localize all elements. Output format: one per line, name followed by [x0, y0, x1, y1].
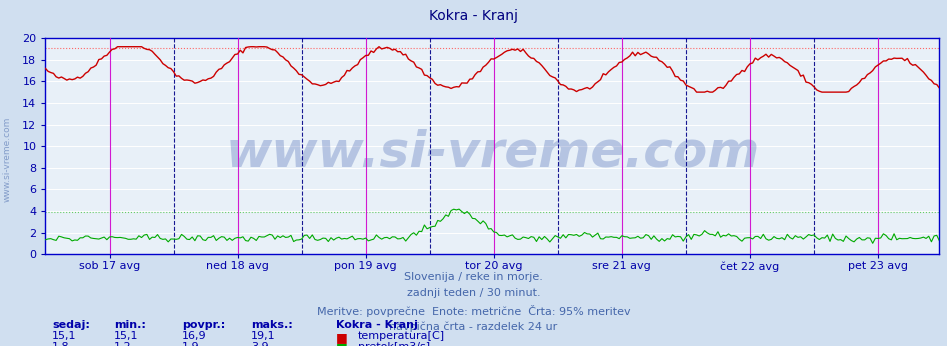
Text: 3,9: 3,9 [251, 342, 269, 346]
Text: 15,1: 15,1 [114, 331, 138, 342]
Text: www.si-vreme.com: www.si-vreme.com [2, 117, 11, 202]
Text: navpična črta - razdelek 24 ur: navpična črta - razdelek 24 ur [389, 321, 558, 332]
Text: www.si-vreme.com: www.si-vreme.com [225, 129, 759, 177]
Text: ■: ■ [336, 342, 348, 346]
Text: 19,1: 19,1 [251, 331, 276, 342]
Text: 1,9: 1,9 [182, 342, 200, 346]
Text: 1,2: 1,2 [114, 342, 132, 346]
Text: zadnji teden / 30 minut.: zadnji teden / 30 minut. [406, 288, 541, 298]
Text: ■: ■ [336, 331, 348, 345]
Text: 1,8: 1,8 [52, 342, 70, 346]
Text: maks.:: maks.: [251, 320, 293, 330]
Text: sedaj:: sedaj: [52, 320, 90, 330]
Text: pretok[m3/s]: pretok[m3/s] [358, 342, 430, 346]
Text: 16,9: 16,9 [182, 331, 206, 342]
Text: Meritve: povprečne  Enote: metrične  Črta: 95% meritev: Meritve: povprečne Enote: metrične Črta:… [316, 305, 631, 317]
Text: povpr.:: povpr.: [182, 320, 225, 330]
Text: temperatura[C]: temperatura[C] [358, 331, 445, 342]
Text: Kokra - Kranj: Kokra - Kranj [336, 320, 418, 330]
Text: Slovenija / reke in morje.: Slovenija / reke in morje. [404, 272, 543, 282]
Text: min.:: min.: [114, 320, 146, 330]
Text: Kokra - Kranj: Kokra - Kranj [429, 9, 518, 22]
Text: 15,1: 15,1 [52, 331, 77, 342]
